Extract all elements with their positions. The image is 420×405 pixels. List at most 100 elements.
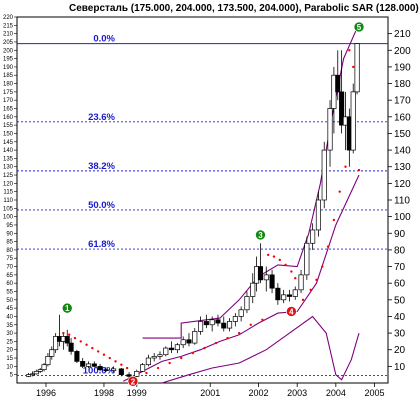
sar-dot xyxy=(91,346,94,350)
wave-marker xyxy=(61,302,73,314)
y-tick-left-label: 150 xyxy=(3,131,14,137)
sar-dot xyxy=(294,276,297,280)
sar-dot xyxy=(203,346,206,350)
sar-dot xyxy=(180,356,183,360)
fib-level-label: 61.8% xyxy=(88,239,115,250)
candle-body xyxy=(26,374,32,377)
x-tick-label: 2002 xyxy=(249,388,269,398)
sar-dot xyxy=(290,270,293,273)
y-tick-left-label: 215 xyxy=(3,23,14,29)
wave-label: 4 xyxy=(289,307,294,316)
fib-level-label: 23.6% xyxy=(88,112,115,123)
sar-dot xyxy=(79,340,82,343)
y-tick-right-label: 40 xyxy=(394,312,406,323)
sar-dot xyxy=(67,333,71,336)
sar-dot xyxy=(301,298,305,302)
candle-body xyxy=(315,199,321,231)
fib-level-label: 100.0% xyxy=(83,366,116,377)
y-tick-left-label: 80 xyxy=(6,248,13,254)
x-tick-label: 2001 xyxy=(200,388,220,398)
fib-level-label: 38.2% xyxy=(88,161,115,172)
candle-body xyxy=(350,91,356,151)
sar-dot xyxy=(348,49,351,52)
y-tick-left-label: 25 xyxy=(6,339,13,345)
sar-dot xyxy=(344,165,347,168)
sar-dot xyxy=(326,245,330,248)
candle-body xyxy=(298,274,304,291)
wave-marker xyxy=(353,21,365,33)
candle-body xyxy=(244,296,250,311)
y-tick-left-label: 185 xyxy=(3,73,14,79)
y-tick-right-label: 80 xyxy=(394,245,406,256)
candle-body xyxy=(304,242,310,276)
sar-dot xyxy=(272,255,276,258)
candle-body xyxy=(238,309,244,317)
y-tick-right-label: 10 xyxy=(394,362,406,373)
y-tick-right-label: 70 xyxy=(394,262,406,273)
candle-body xyxy=(269,274,275,289)
y-tick-left-label: 85 xyxy=(6,240,13,246)
candle-body xyxy=(140,364,146,372)
y-tick-right-label: 30 xyxy=(394,329,406,340)
y-tick-left-label: 75 xyxy=(6,256,13,262)
y-tick-right-label: 190 xyxy=(394,62,411,73)
y-tick-left-label: 220 xyxy=(3,15,14,21)
y-tick-right-label: 210 xyxy=(394,29,411,40)
candle-body xyxy=(310,229,316,244)
wave-marker xyxy=(127,376,139,387)
y-tick-left-label: 10 xyxy=(6,364,13,370)
candle-body xyxy=(64,336,70,344)
y-tick-left-label: 170 xyxy=(3,98,14,104)
candle-body xyxy=(209,319,215,326)
candle-body xyxy=(335,74,341,93)
sar-dot xyxy=(214,341,218,345)
candle-body xyxy=(126,374,132,377)
y-tick-left-label: 70 xyxy=(6,265,13,271)
y-tick-left-label: 55 xyxy=(6,290,13,296)
candle-body xyxy=(227,321,233,329)
y-tick-right-label: 50 xyxy=(394,295,406,306)
candle-body xyxy=(174,344,180,351)
wave-label: 3 xyxy=(258,231,263,240)
y-tick-left-label: 190 xyxy=(3,65,14,71)
candle-body xyxy=(80,361,86,367)
candle-body xyxy=(49,349,55,357)
y-tick-left-label: 50 xyxy=(6,298,13,304)
sar-dot xyxy=(266,253,270,257)
sar-dot xyxy=(145,371,148,375)
y-tick-left-label: 130 xyxy=(3,165,14,171)
y-tick-left-label: 180 xyxy=(3,82,14,88)
candle-body xyxy=(91,363,97,367)
y-tick-left-label: 110 xyxy=(3,198,13,204)
candle-body xyxy=(281,294,287,301)
y-tick-left-label: 105 xyxy=(3,206,14,212)
y-tick-left-label: 200 xyxy=(3,48,14,54)
y-tick-left-label: 135 xyxy=(3,156,14,162)
y-tick-left-label: 115 xyxy=(3,190,13,196)
y-tick-right-label: 180 xyxy=(394,79,411,90)
candle-body xyxy=(215,319,221,324)
y-tick-left-label: 160 xyxy=(3,115,14,121)
candle-body xyxy=(192,331,198,344)
x-tick-label: 1999 xyxy=(127,388,147,398)
sar-dot xyxy=(357,168,361,172)
candle-body xyxy=(169,347,175,351)
sar-dot xyxy=(249,323,253,326)
y-tick-left-label: 95 xyxy=(6,223,13,229)
x-tick-label: 1998 xyxy=(94,388,114,398)
candle-body xyxy=(85,363,92,367)
candle-body xyxy=(151,356,157,359)
y-tick-left-label: 90 xyxy=(6,231,13,237)
candle-body xyxy=(354,43,360,93)
fib-level-label: 0.0% xyxy=(93,34,115,45)
x-tick-label: 2003 xyxy=(287,388,307,398)
sar-dot xyxy=(168,361,171,365)
y-tick-right-label: 60 xyxy=(394,279,406,290)
sar-dot xyxy=(125,366,129,370)
candle-body xyxy=(203,321,209,326)
y-tick-left-label: 35 xyxy=(6,323,13,329)
sar-dot xyxy=(108,356,111,360)
sar-dot xyxy=(309,288,312,292)
envelope-lower-line xyxy=(123,174,360,382)
